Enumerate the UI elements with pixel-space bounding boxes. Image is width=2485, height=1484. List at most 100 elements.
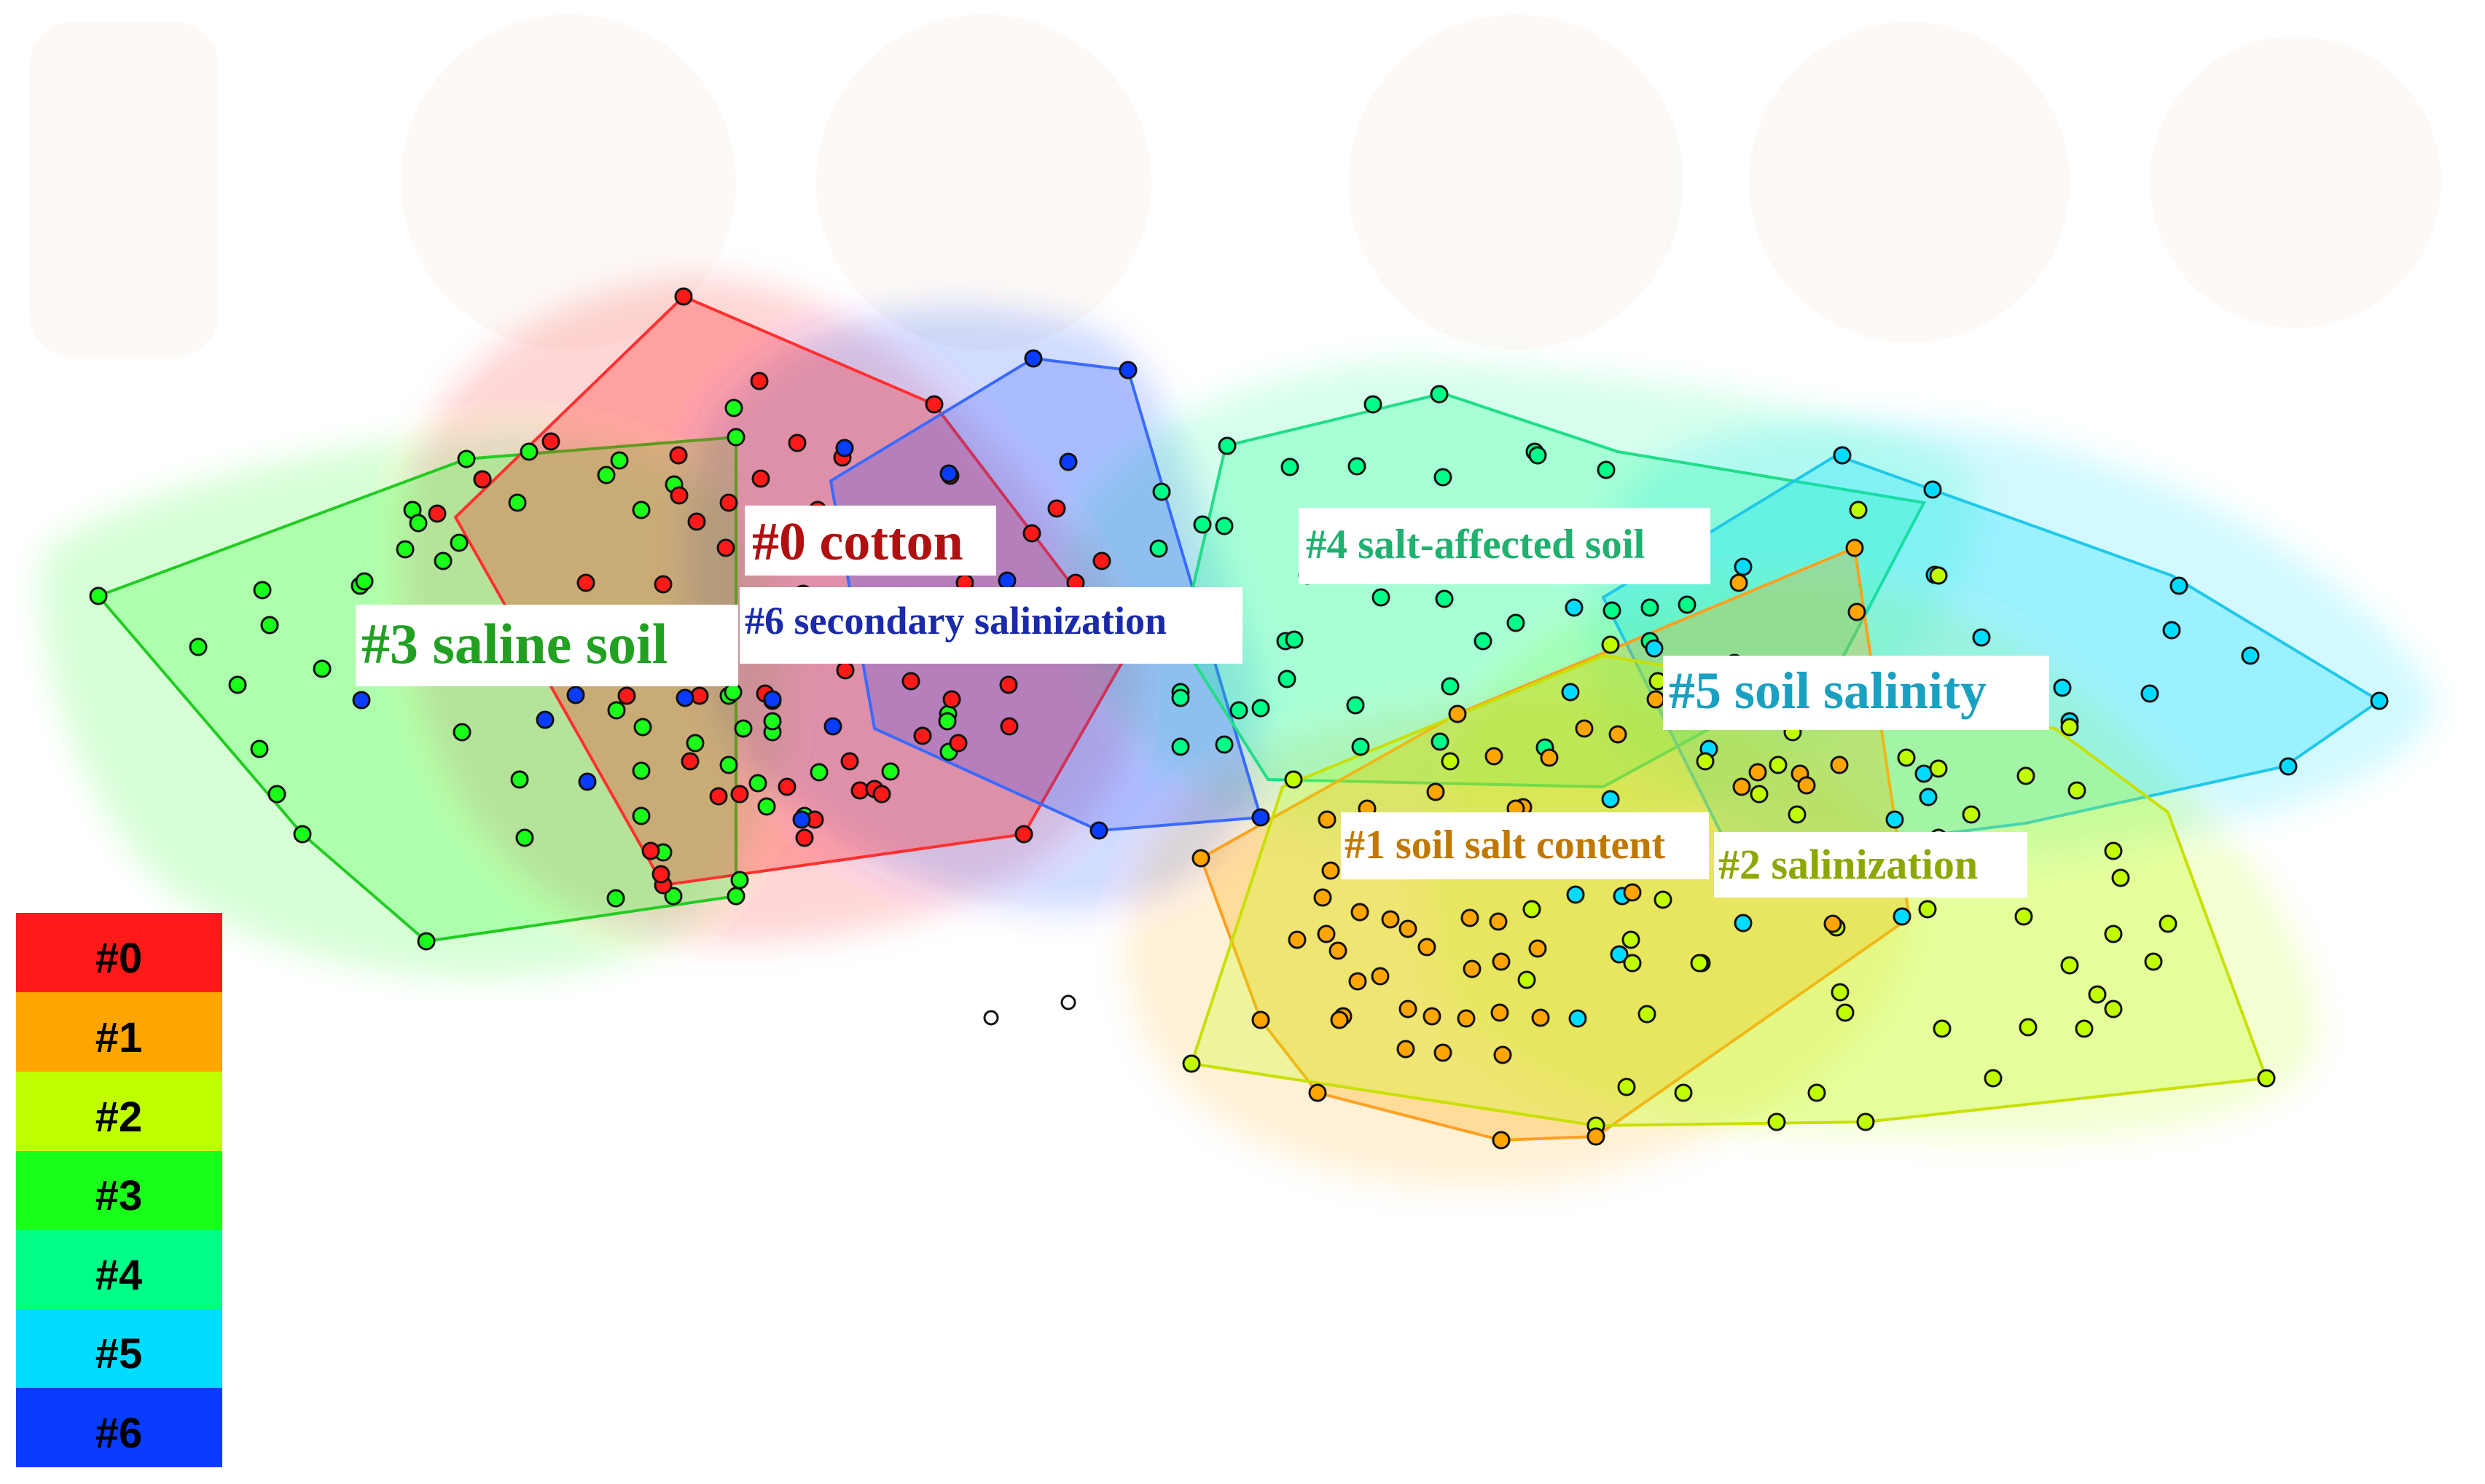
node-cluster-3-31 (686, 734, 705, 753)
node-cluster-1-47 (1490, 1003, 1509, 1022)
node-cluster-1-34 (1317, 924, 1336, 943)
cluster-label-5: #5 soil salinity (1663, 656, 2049, 730)
node-cluster-4-19 (1506, 613, 1525, 632)
node-cluster-6-2 (835, 439, 854, 458)
legend-item-4: #4 (16, 1230, 222, 1309)
node-cluster-2-37 (1690, 954, 1709, 973)
node-cluster-3-1 (520, 442, 539, 461)
node-cluster-0-15 (1047, 499, 1066, 518)
node-cluster-0-37 (840, 752, 859, 771)
node-cluster-2-29 (2104, 924, 2123, 943)
legend-item-0: #0 (16, 913, 222, 992)
node-cluster-0-36 (913, 726, 932, 745)
node-cluster-1-35 (1288, 930, 1307, 949)
node-cluster-6-18 (1251, 808, 1270, 827)
node-isolated-1 (1060, 994, 1076, 1010)
node-cluster-3-32 (734, 719, 753, 738)
node-cluster-3-45 (515, 828, 534, 847)
node-cluster-3-48 (417, 932, 436, 951)
legend-label-4: #4 (95, 1252, 143, 1299)
node-cluster-5-8 (1645, 639, 1664, 658)
node-cluster-0-20 (576, 573, 595, 592)
legend-swatch-5 (16, 1309, 222, 1388)
legend-item-2: #2 (16, 1072, 222, 1151)
node-cluster-4-8 (1597, 460, 1616, 479)
node-cluster-4-26 (1602, 601, 1621, 620)
node-cluster-2-42 (1836, 1003, 1855, 1022)
node-cluster-0-49 (641, 841, 660, 860)
node-cluster-1-40 (1463, 959, 1482, 978)
node-cluster-1-9 (1608, 725, 1627, 744)
node-cluster-0-10 (473, 470, 492, 489)
node-cluster-4-7 (1528, 446, 1547, 465)
node-cluster-3-21 (228, 675, 247, 694)
node-cluster-0-27 (999, 675, 1018, 694)
node-cluster-2-10 (1441, 752, 1460, 771)
node-cluster-3-34 (724, 683, 743, 702)
node-cluster-2-25 (1522, 900, 1541, 919)
node-cluster-2-13 (2016, 766, 2035, 785)
node-cluster-1-15 (1426, 782, 1445, 801)
node-cluster-2-32 (1623, 954, 1642, 973)
legend-item-1: #1 (16, 992, 222, 1072)
node-cluster-3-5 (508, 493, 527, 512)
node-cluster-0-16 (1092, 551, 1111, 570)
node-cluster-2-35 (2144, 952, 2163, 971)
node-cluster-2-52 (1984, 1069, 2003, 1088)
cluster-label-2: #2 salinization (1714, 832, 2027, 898)
node-cluster-2-1 (1929, 566, 1948, 585)
node-cluster-6-12 (676, 688, 694, 707)
node-cluster-5-25 (1610, 945, 1629, 964)
node-cluster-2-40 (1637, 1005, 1656, 1024)
node-cluster-1-38 (1371, 967, 1390, 986)
node-cluster-2-38 (1831, 983, 1850, 1002)
node-cluster-5-13 (2370, 691, 2389, 710)
legend-item-6: #6 (16, 1388, 222, 1467)
node-cluster-5-9 (2241, 646, 2260, 665)
node-cluster-6-0 (1024, 349, 1043, 368)
node-cluster-1-30 (1489, 912, 1508, 931)
node-cluster-1-44 (1398, 1000, 1417, 1018)
node-cluster-4-4 (1280, 458, 1299, 476)
node-cluster-0-21 (654, 575, 673, 594)
node-cluster-3-12 (450, 533, 469, 552)
node-cluster-2-51 (1856, 1112, 1875, 1131)
node-cluster-1-41 (1492, 952, 1511, 971)
node-cluster-3-55 (938, 712, 957, 731)
legend-swatch-0 (16, 913, 222, 992)
node-cluster-0-35 (949, 734, 968, 753)
node-cluster-4-10 (1193, 515, 1212, 534)
node-cluster-3-53 (881, 762, 900, 781)
background-watermark (29, 15, 2441, 357)
node-cluster-5-1 (1923, 480, 1942, 499)
node-cluster-5-2 (1734, 557, 1753, 576)
node-cluster-3-2 (610, 451, 629, 470)
node-cluster-2-41 (2104, 1000, 2123, 1018)
node-cluster-0-11 (670, 486, 689, 505)
node-cluster-0-40 (709, 787, 728, 806)
node-cluster-1-8 (1540, 748, 1559, 767)
node-cluster-3-36 (719, 755, 738, 774)
cluster-nodes (89, 287, 2389, 1150)
node-cluster-3-30 (510, 770, 529, 789)
node-cluster-1-4 (1646, 690, 1665, 709)
node-cluster-1-50 (1330, 1010, 1349, 1029)
cluster-label-5-text: #5 soil salinity (1669, 661, 1987, 720)
legend-label-3: #3 (95, 1172, 143, 1220)
node-cluster-3-18 (260, 616, 279, 635)
node-cluster-3-0 (724, 399, 743, 417)
node-cluster-4-9 (1152, 482, 1171, 501)
node-cluster-2-27 (1918, 900, 1937, 919)
node-cluster-0-47 (1014, 825, 1033, 844)
legend-item-5: #5 (16, 1309, 222, 1388)
node-cluster-0-42 (778, 777, 797, 796)
node-cluster-0-34 (1000, 717, 1019, 736)
node-cluster-2-17 (1788, 805, 1807, 824)
node-cluster-3-14 (434, 551, 453, 570)
node-cluster-4-12 (1215, 517, 1234, 535)
legend-label-2: #2 (95, 1094, 143, 1141)
legend-swatch-2 (16, 1072, 222, 1151)
cluster-label-3-text: #3 saline soil (361, 612, 668, 675)
node-cluster-3-46 (664, 887, 683, 906)
node-cluster-3-33 (763, 712, 782, 731)
